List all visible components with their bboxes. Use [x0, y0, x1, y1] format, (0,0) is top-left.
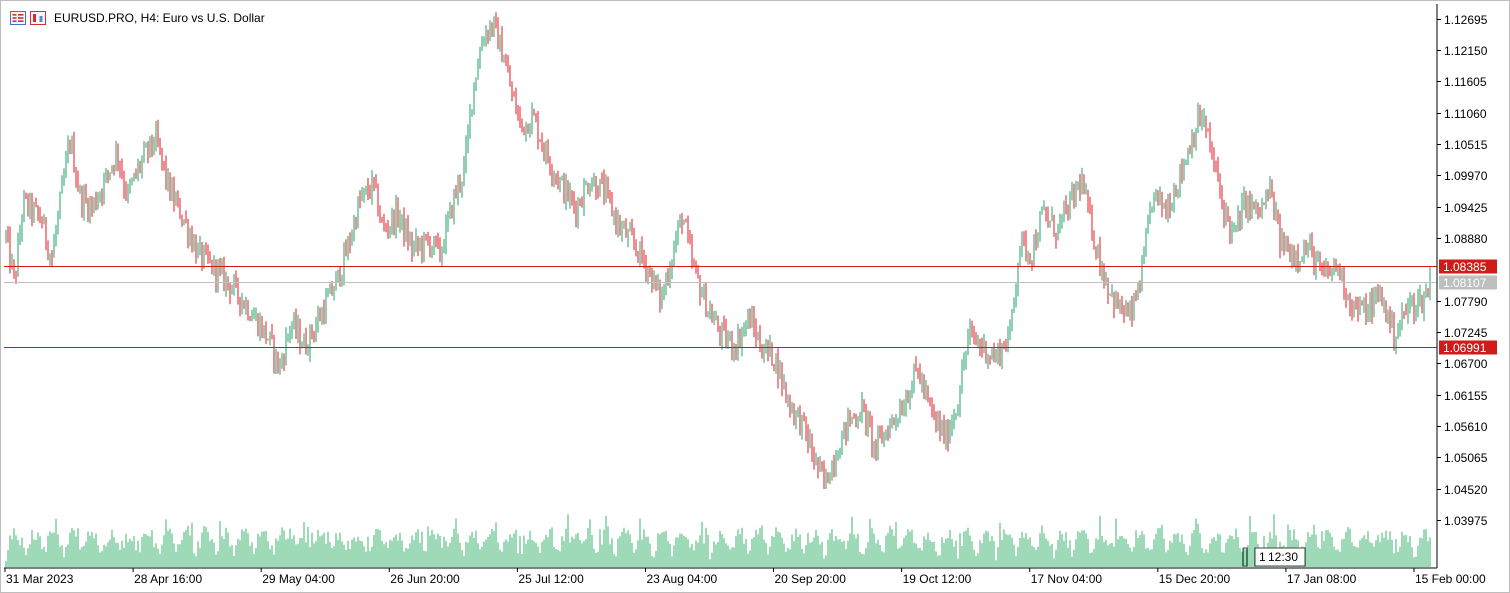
chart-properties-icon[interactable]: [30, 11, 46, 25]
indicators-list-icon[interactable]: [10, 11, 26, 25]
chart-title: EURUSD.PRO, H4: Euro vs U.S. Dollar: [54, 11, 265, 25]
x-tick-label: 25 Jul 12:00: [518, 572, 584, 586]
x-tick-label: 17 Nov 04:00: [1031, 572, 1103, 586]
y-tick-label: 1.05610: [1444, 420, 1488, 434]
time-readout-box: 1 12:30: [1242, 547, 1306, 567]
y-tick-label: 1.12150: [1444, 44, 1488, 58]
time-readout-prefix: 1: [1259, 550, 1266, 564]
x-tick-label: 15 Feb 00:00: [1415, 572, 1486, 586]
y-tick-label: 1.08880: [1444, 232, 1488, 246]
y-tick-label: 1.10515: [1444, 138, 1488, 152]
y-tick-label: 1.03975: [1444, 514, 1488, 528]
x-tick-label: 17 Jan 08:00: [1287, 572, 1357, 586]
level-price-label: 1.08385: [1443, 260, 1487, 274]
bid-price-label: 1.08107: [1443, 276, 1487, 290]
x-tick-label: 29 May 04:00: [262, 572, 335, 586]
volume-histogram: [5, 514, 1431, 567]
time-readout: 12:30: [1268, 550, 1298, 564]
x-tick-label: 28 Apr 16:00: [134, 572, 202, 586]
y-tick-label: 1.06155: [1444, 389, 1488, 403]
level-price-tag: [1439, 259, 1497, 274]
x-tick-label: 31 Mar 2023: [6, 572, 74, 586]
level-price-label: 1.06991: [1443, 341, 1487, 355]
y-tick-label: 1.09970: [1444, 169, 1488, 183]
y-tick-label: 1.09425: [1444, 201, 1488, 215]
y-tick-label: 1.06700: [1444, 357, 1488, 371]
price-axis[interactable]: 1.12695 1.12150 1.11605 1.11060 1.10515 1.099…: [1437, 13, 1488, 528]
y-tick-label: 1.11605: [1444, 75, 1487, 89]
candlestick-series: [5, 12, 1431, 490]
bid-price-tag: [1439, 275, 1497, 290]
y-tick-label: 1.05065: [1444, 451, 1488, 465]
time-axis[interactable]: 31 Mar 2023 28 Apr 16:00 29 May 04:00 26 Ju…: [4, 568, 1486, 586]
x-tick-label: 23 Aug 04:00: [647, 572, 718, 586]
chart-title-bar: EURUSD.PRO, H4: Euro vs U.S. Dollar: [10, 9, 265, 27]
y-tick-label: 1.12695: [1444, 13, 1488, 27]
y-tick-label: 1.07790: [1444, 295, 1488, 309]
x-tick-label: 20 Sep 20:00: [775, 572, 847, 586]
x-tick-label: 19 Oct 12:00: [903, 572, 972, 586]
x-tick-label: 26 Jun 20:00: [390, 572, 460, 586]
x-tick-label: 15 Dec 20:00: [1159, 572, 1231, 586]
y-tick-label: 1.11060: [1444, 107, 1487, 121]
level-price-tag: [1439, 340, 1497, 355]
y-tick-label: 1.07245: [1444, 326, 1488, 340]
horizontal-levels: 1.08385 1.06991 1.08107: [4, 259, 1497, 355]
y-tick-label: 1.04520: [1444, 483, 1488, 497]
